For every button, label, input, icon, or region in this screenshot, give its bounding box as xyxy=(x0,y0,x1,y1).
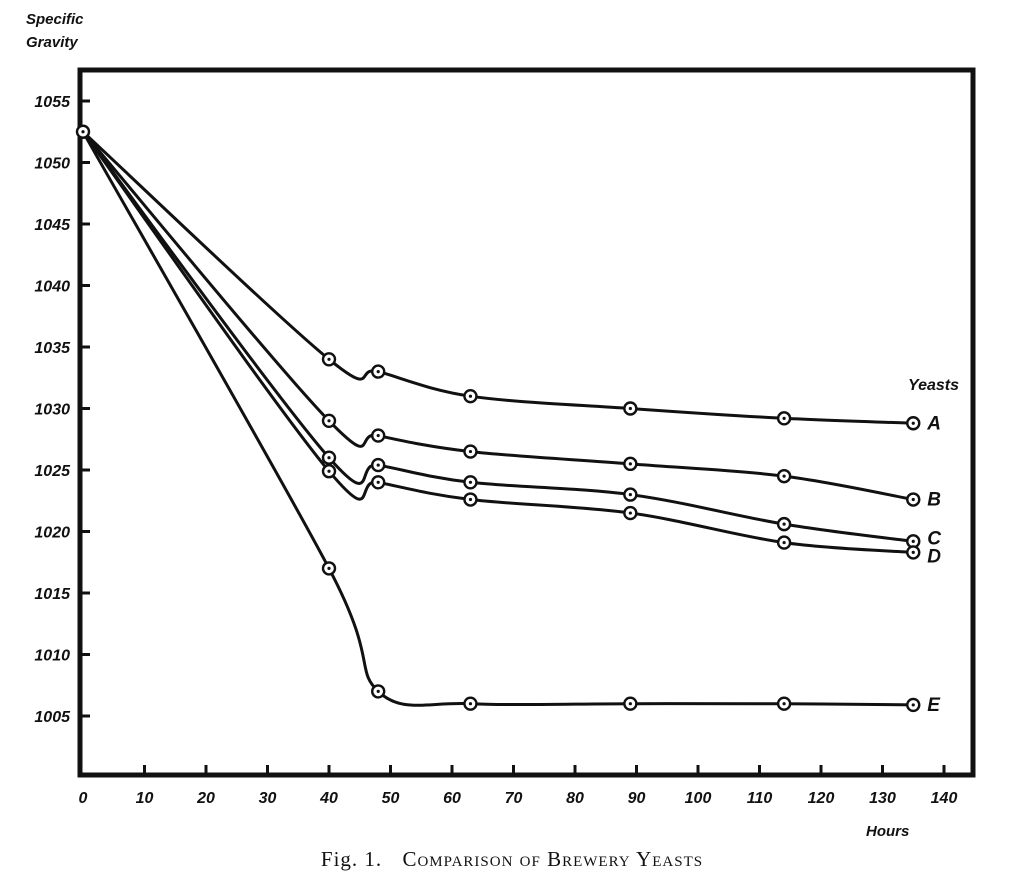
x-tick-label: 90 xyxy=(628,790,646,807)
data-point-center xyxy=(628,511,632,515)
y-tick-label: 1020 xyxy=(34,525,70,542)
data-point-center xyxy=(468,394,473,398)
data-point-center xyxy=(468,480,473,484)
caption-prefix: Fig. 1. xyxy=(321,847,382,871)
x-tick-label: 0 xyxy=(79,790,88,807)
series-label-a: A xyxy=(926,413,941,434)
data-point-center xyxy=(911,550,915,555)
data-point-center xyxy=(628,702,632,706)
data-point-center xyxy=(782,702,786,706)
plot-frame xyxy=(77,67,976,778)
series-line-a xyxy=(81,130,915,425)
data-point-center xyxy=(327,419,331,423)
data-point-center xyxy=(911,539,915,543)
data-point-center xyxy=(468,449,473,454)
x-tick-label: 50 xyxy=(382,790,400,807)
y-tick-label: 1040 xyxy=(34,279,70,296)
data-point-center xyxy=(782,474,786,478)
series-line-d xyxy=(81,130,915,554)
y-axis-title-line-2: Gravity xyxy=(26,34,78,51)
y-tick-label: 1030 xyxy=(34,402,70,419)
x-tick-label: 60 xyxy=(443,790,461,807)
data-point-center xyxy=(628,493,632,497)
data-point-center xyxy=(911,497,915,502)
x-tick-label: 110 xyxy=(747,790,773,807)
data-point-center xyxy=(327,456,331,460)
y-tick-label: 1025 xyxy=(34,463,71,480)
x-tick-label: 30 xyxy=(259,790,277,807)
data-point-center xyxy=(376,689,380,694)
data-point-center xyxy=(782,522,786,526)
series-group: A BCD E xyxy=(75,124,941,716)
y-tick-label: 1015 xyxy=(34,586,71,603)
data-point-center xyxy=(782,540,786,545)
x-tick-label: 20 xyxy=(196,790,215,807)
data-point-center xyxy=(911,421,915,425)
y-axis-title-line-1: Specific xyxy=(26,11,84,28)
data-point-center xyxy=(628,406,632,411)
x-tick-label: 40 xyxy=(319,790,338,807)
y-tick-label: 1035 xyxy=(34,340,71,357)
data-point-center xyxy=(376,480,380,484)
x-tick-label: 80 xyxy=(566,790,584,807)
data-point-center xyxy=(911,703,915,707)
legend-title: Yeasts xyxy=(908,377,959,394)
series-line-b xyxy=(81,130,915,501)
x-axis-title: Hours xyxy=(866,823,909,840)
x-tick-label: 120 xyxy=(808,790,835,807)
data-point-center xyxy=(327,469,331,473)
x-axis: 0 10 20 30 40 50 60 70 80 90 100 110 120 130 140 xyxy=(79,765,958,807)
data-point-center xyxy=(628,462,632,466)
x-tick-label: 130 xyxy=(869,790,896,807)
data-point-center xyxy=(327,566,331,571)
series-label-e: E xyxy=(927,695,941,716)
y-tick-label: 1055 xyxy=(34,94,71,111)
data-point-center xyxy=(376,463,380,467)
series-line-e xyxy=(81,130,915,707)
data-point-center xyxy=(376,433,380,438)
y-tick-label: 1050 xyxy=(34,156,70,173)
data-point-center xyxy=(327,357,331,361)
series-label-b: B xyxy=(927,490,941,511)
x-tick-label: 100 xyxy=(685,790,712,807)
y-tick-label: 1005 xyxy=(34,709,71,726)
data-point-center xyxy=(376,370,380,374)
caption-text: Comparison of Brewery Yeasts xyxy=(402,847,703,871)
data-point-center xyxy=(468,497,473,502)
x-tick-label: 140 xyxy=(931,790,958,807)
series-line-c xyxy=(81,130,915,543)
series-label-c: C xyxy=(927,528,941,549)
data-point-center xyxy=(782,416,786,420)
x-tick-label: 70 xyxy=(505,790,523,807)
data-point-center xyxy=(468,702,473,706)
x-tick-label: 10 xyxy=(136,790,154,807)
series-label-d: D xyxy=(927,546,941,567)
figure-caption: Fig. 1. Comparison of Brewery Yeasts xyxy=(321,847,703,871)
y-tick-label: 1045 xyxy=(34,217,71,234)
data-point-center xyxy=(81,130,85,134)
y-tick-label: 1010 xyxy=(34,648,70,665)
y-axis: 1005 1010 1015 1020 1025 1030 1035 1040 1045 1050… xyxy=(34,94,90,726)
